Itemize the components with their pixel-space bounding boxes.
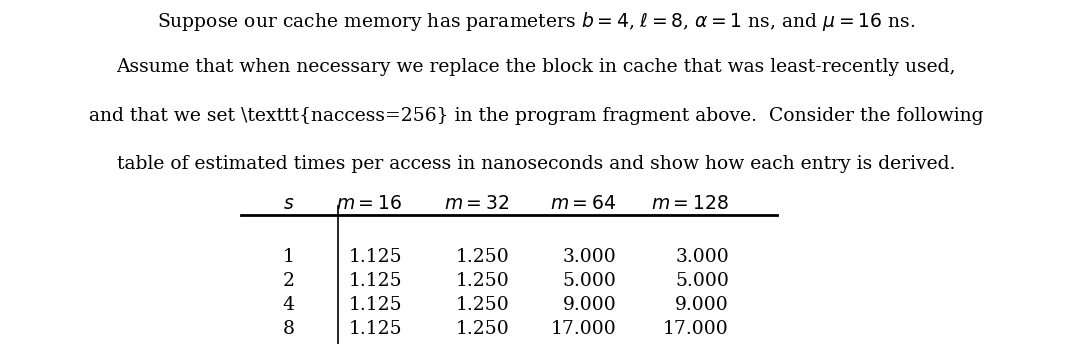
Text: $m = 32$: $m = 32$ [444,195,509,213]
Text: Suppose our cache memory has parameters $b = 4$, $\ell = 8$, $\alpha = 1$ ns, an: Suppose our cache memory has parameters … [157,10,915,33]
Text: 1.250: 1.250 [456,272,509,290]
Text: 1.250: 1.250 [456,248,509,266]
Text: 1.125: 1.125 [348,248,402,266]
Text: 1: 1 [283,248,295,266]
Text: 1.125: 1.125 [348,320,402,338]
Text: 1.250: 1.250 [456,320,509,338]
Text: 3.000: 3.000 [675,248,729,266]
Text: and that we set \texttt{naccess=256} in the program fragment above.  Consider th: and that we set \texttt{naccess=256} in … [89,107,983,125]
Text: 17.000: 17.000 [551,320,616,338]
Text: 5.000: 5.000 [675,272,729,290]
Text: table of estimated times per access in nanoseconds and show how each entry is de: table of estimated times per access in n… [117,155,955,173]
Text: 2: 2 [283,272,295,290]
Text: 17.000: 17.000 [664,320,729,338]
Text: 1.125: 1.125 [348,296,402,314]
Text: 5.000: 5.000 [563,272,616,290]
Text: 3.000: 3.000 [563,248,616,266]
Text: $m = 64$: $m = 64$ [550,195,616,213]
Text: 8: 8 [283,320,295,338]
Text: Assume that when necessary we replace the block in cache that was least-recently: Assume that when necessary we replace th… [116,58,956,76]
Text: $m = 16$: $m = 16$ [336,195,402,213]
Text: 1.250: 1.250 [456,296,509,314]
Text: $m = 128$: $m = 128$ [651,195,729,213]
Text: 4: 4 [283,296,295,314]
Text: $s$: $s$ [283,195,295,213]
Text: 1.125: 1.125 [348,272,402,290]
Text: 9.000: 9.000 [563,296,616,314]
Text: 9.000: 9.000 [675,296,729,314]
